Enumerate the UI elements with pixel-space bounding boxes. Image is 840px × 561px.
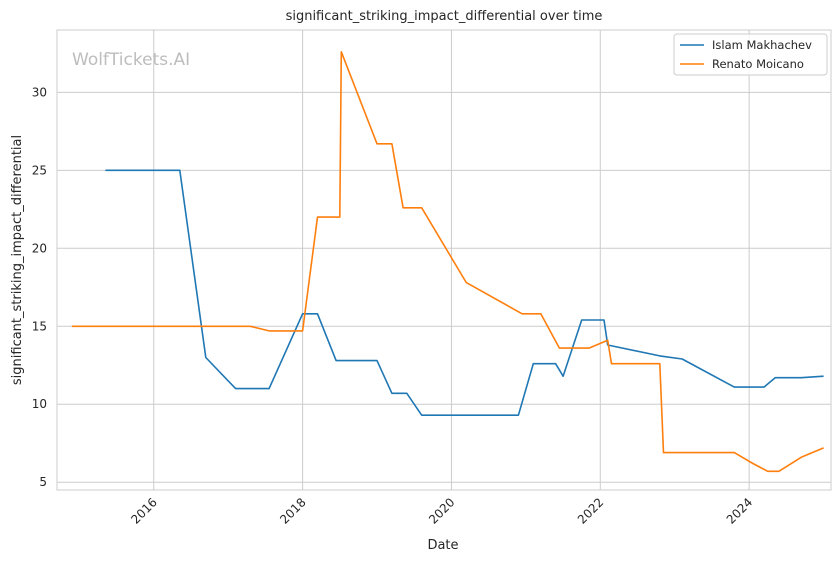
grid [57, 30, 831, 490]
x-tick-label: 2018 [277, 495, 308, 526]
y-axis-label: significant_striking_impact_differential [10, 135, 25, 385]
legend: Islam Makhachev Renato Moicano [673, 33, 828, 76]
y-tick-label: 25 [32, 163, 47, 177]
x-tick-label: 2016 [128, 495, 159, 526]
series-line [71, 51, 824, 473]
series-layer [71, 51, 824, 473]
series-line [105, 169, 824, 416]
legend-label: Islam Makhachev [712, 38, 812, 52]
y-tick-label: 20 [32, 241, 47, 255]
chart-title: significant_striking_impact_differential… [286, 9, 603, 24]
y-tick-label: 5 [39, 475, 47, 489]
watermark: WolfTickets.AI [72, 50, 190, 70]
legend-label: Renato Moicano [712, 57, 804, 71]
x-tick-label: 2020 [426, 495, 457, 526]
x-axis-label: Date [427, 538, 458, 553]
y-tick-label: 10 [32, 397, 47, 411]
legend-box [673, 33, 828, 76]
y-tick-label: 15 [32, 319, 47, 333]
y-tick-label: 30 [32, 85, 47, 99]
x-tick-label: 2022 [575, 495, 606, 526]
plot-frame [56, 29, 832, 491]
x-tick-label: 2024 [724, 495, 755, 526]
